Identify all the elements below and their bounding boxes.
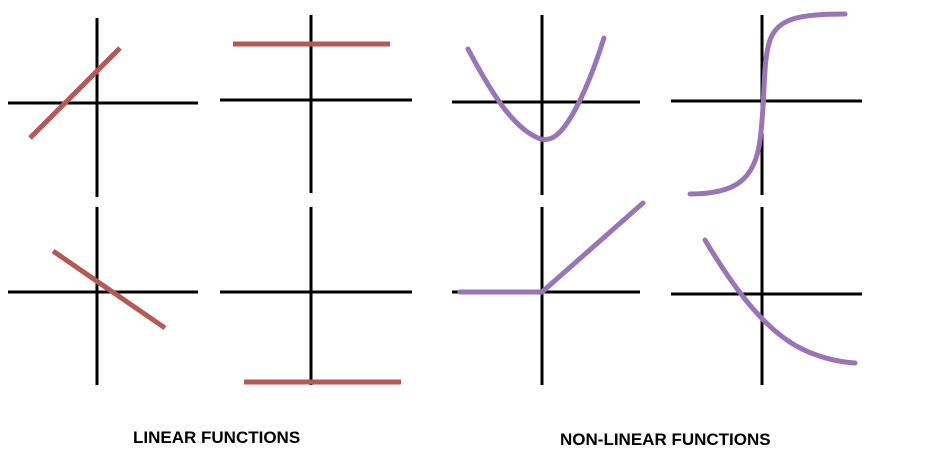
nonlinear-curve: [687, 11, 848, 197]
nonlinear-curve: [465, 35, 607, 142]
graph-linear-constant-below: [220, 207, 412, 385]
graph-nonlinear-s-curve: [671, 11, 862, 197]
graph-nonlinear-hinge: [452, 200, 646, 385]
graph-linear-decreasing: [8, 207, 198, 385]
nonlinear-curve: [457, 200, 646, 295]
nonlinear-functions-caption: NON-LINEAR FUNCTIONS: [560, 430, 771, 449]
nonlinear-curve: [702, 237, 858, 366]
graph-linear-increasing: [8, 18, 198, 197]
graph-linear-constant-above: [220, 15, 412, 193]
linear-curve: [28, 46, 122, 140]
linear-curve: [51, 248, 167, 331]
graph-nonlinear-parabola: [452, 15, 640, 195]
linear-functions-caption: LINEAR FUNCTIONS: [133, 428, 301, 447]
graph-nonlinear-decaying: [671, 207, 862, 385]
